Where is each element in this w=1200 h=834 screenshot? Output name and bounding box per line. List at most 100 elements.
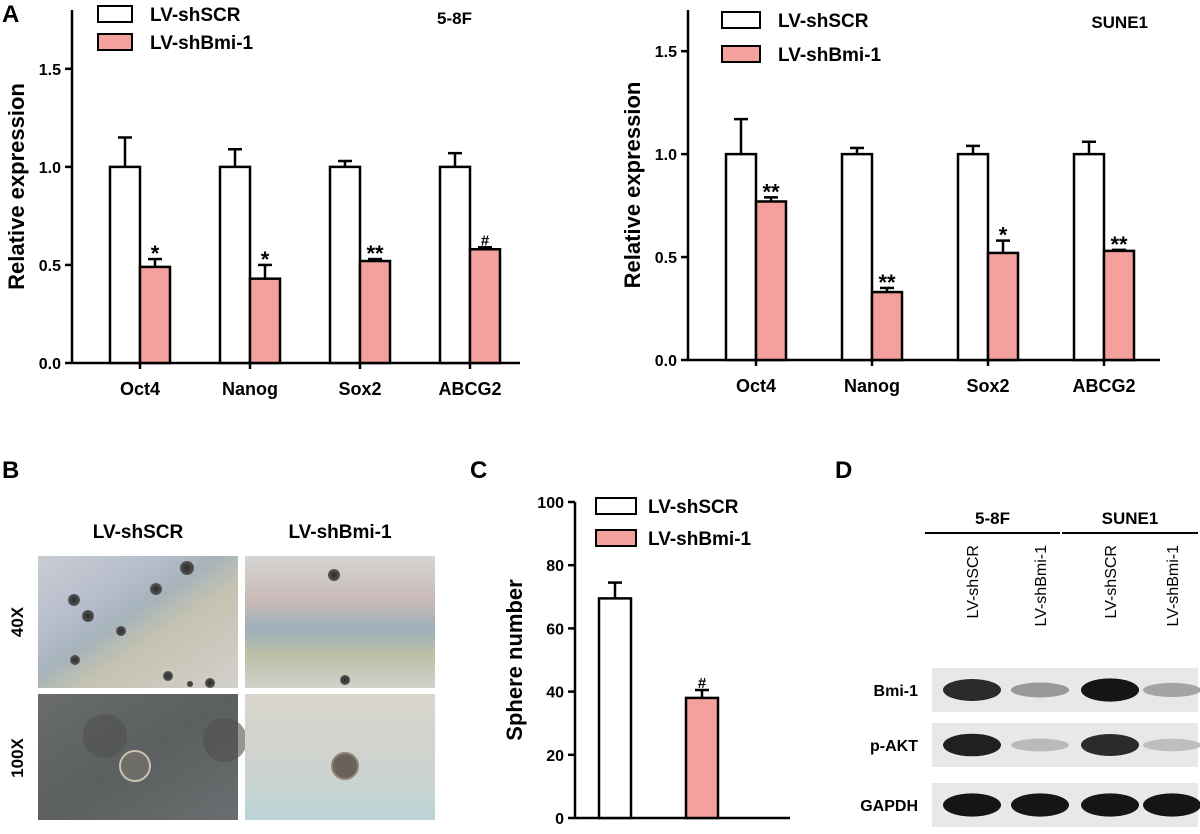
y-axis-label: Relative expression: [620, 82, 645, 289]
y-tick-label: 0.0: [655, 353, 677, 370]
legend-label-0: LV-shSCR: [648, 497, 739, 518]
chart-sune1-relative-expression: 0.0 0.5 1.0 1.5 Relative expression SUNE1 LV-s…: [620, 10, 1160, 396]
panel-label-c: C: [470, 457, 487, 484]
y-tick-label: 20: [546, 748, 564, 765]
significance-marker: **: [878, 270, 896, 295]
category-label: Oct4: [120, 379, 160, 399]
bar-knockdown: [248, 277, 282, 365]
legend-swatch-0: [595, 497, 637, 515]
micrograph-col-label-0: LV-shSCR: [93, 522, 184, 543]
blot-band: [1081, 734, 1139, 756]
legend-swatch-1: [721, 45, 761, 63]
significance-marker: **: [366, 241, 384, 266]
category-label: Nanog: [844, 376, 900, 396]
y-tick-label: 100: [537, 495, 564, 512]
blot-band: [1011, 738, 1069, 752]
blot-group-label: SUNE1: [1102, 509, 1159, 528]
western-blot-panel: 5-8F SUNE1 LV-shSCR LV-shBmi-1 LV-shSCR LV-sh…: [860, 509, 1200, 827]
blot-band: [1011, 793, 1069, 817]
significance-marker: #: [698, 675, 707, 692]
bar-control: [218, 165, 252, 365]
bar-knockdown: [870, 290, 904, 362]
legend-label-0: LV-shSCR: [778, 11, 869, 32]
blot-lane-label: LV-shSCR: [965, 545, 982, 619]
blot-protein-label: GAPDH: [860, 798, 918, 815]
bar-control: [840, 152, 874, 362]
blot-lane-label: LV-shBmi-1: [1165, 545, 1182, 627]
y-tick-label: 0: [555, 811, 564, 828]
legend-label-1: LV-shBmi-1: [150, 33, 254, 54]
bar-control: [438, 165, 472, 365]
blot-lane-label: LV-shBmi-1: [1033, 545, 1050, 627]
bar-knockdown: [986, 251, 1020, 362]
significance-marker: **: [1110, 232, 1128, 257]
y-tick-label: 1.5: [39, 62, 61, 79]
bar-knockdown: [358, 259, 392, 365]
bar-knockdown: [684, 696, 720, 820]
blot-band: [943, 679, 1001, 701]
blot-band: [1143, 793, 1200, 817]
y-tick-label: 40: [546, 685, 564, 702]
chart-title: 5-8F: [437, 9, 472, 28]
blot-lane-label: LV-shSCR: [1103, 545, 1120, 619]
blot-protein-label: Bmi-1: [874, 683, 919, 700]
category-label: Oct4: [736, 376, 776, 396]
blot-band: [1081, 793, 1139, 817]
significance-marker: *: [999, 223, 1008, 248]
legend-swatch-1: [97, 33, 133, 51]
bar-control: [597, 597, 633, 820]
y-tick-label: 0.5: [655, 250, 677, 267]
panel-label-a: A: [2, 1, 19, 28]
micrograph-100x-shscr: [38, 694, 247, 820]
bar-knockdown: [1102, 249, 1136, 362]
micrograph-row-label-0: 40X: [8, 606, 27, 637]
category-label: Nanog: [222, 379, 278, 399]
legend-label-1: LV-shBmi-1: [778, 45, 882, 66]
blot-group-label: 5-8F: [975, 509, 1010, 528]
bar-control: [956, 152, 990, 362]
category-label: Sox2: [966, 376, 1009, 396]
y-tick-label: 0.5: [39, 258, 61, 275]
y-tick-label: 60: [546, 621, 564, 638]
y-axis-label: Sphere number: [502, 579, 527, 741]
legend-swatch-0: [97, 5, 133, 23]
micrograph-row-label-1: 100X: [8, 737, 27, 777]
blot-band: [1143, 682, 1200, 698]
micrograph-40x-shbmi1: [245, 556, 435, 688]
significance-marker: *: [151, 241, 160, 266]
category-label: ABCG2: [1072, 376, 1135, 396]
blot-band: [1081, 678, 1139, 702]
chart-5-8f-relative-expression: 0.0 0.5 1.0 1.5 Relative expression 5-8F LV-sh…: [4, 5, 520, 399]
bar-control: [724, 152, 758, 362]
category-label: Sox2: [338, 379, 381, 399]
y-tick-label: 0.0: [39, 356, 61, 373]
bar-knockdown: [754, 200, 788, 362]
micrograph-col-label-1: LV-shBmi-1: [288, 522, 392, 543]
panel-label-d: D: [835, 457, 852, 484]
panel-label-b: B: [2, 457, 19, 484]
micrograph-40x-shscr: [38, 556, 238, 688]
category-label: ABCG2: [438, 379, 501, 399]
blot-band: [1011, 682, 1069, 698]
legend-label-0: LV-shSCR: [150, 5, 241, 26]
legend-swatch-0: [721, 11, 761, 29]
y-tick-label: 1.0: [655, 147, 677, 164]
bar-control: [108, 165, 142, 365]
chart-sphere-number: 0 20 40 60 80 100 Sphere number LV-shSCR LV-shBm…: [502, 495, 790, 828]
y-tick-label: 80: [546, 558, 564, 575]
bar-knockdown: [138, 265, 172, 365]
y-tick-label: 1.5: [655, 44, 677, 61]
significance-marker: **: [762, 179, 780, 204]
blot-band: [1143, 738, 1200, 752]
bar-control: [1072, 152, 1106, 362]
y-axis-label: Relative expression: [4, 83, 29, 290]
micrograph-panel: LV-shSCR LV-shBmi-1 40X 100X: [8, 522, 435, 820]
significance-marker: #: [481, 232, 490, 249]
bar-control: [328, 165, 362, 365]
micrograph-100x-shbmi1: [245, 694, 435, 820]
y-tick-label: 1.0: [39, 160, 61, 177]
blot-protein-label: p-AKT: [870, 738, 918, 755]
legend-swatch-1: [595, 529, 637, 547]
significance-marker: *: [261, 247, 270, 272]
